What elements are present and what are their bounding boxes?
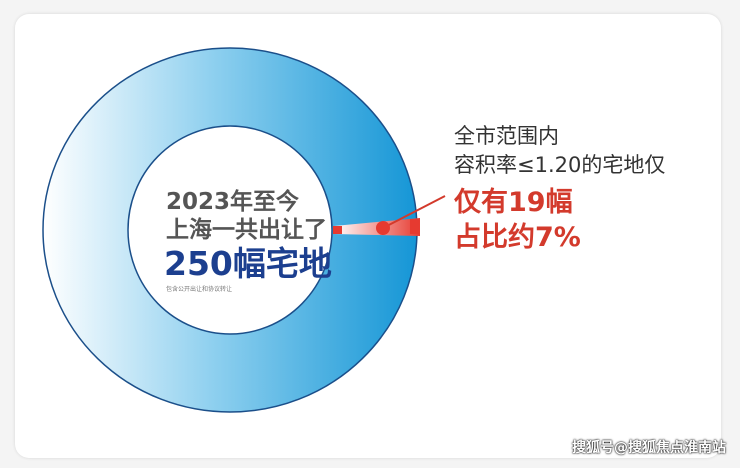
callout-dot (376, 221, 390, 235)
callout-percent: 占比约7% (454, 222, 581, 253)
segment-marker-inner (333, 226, 342, 234)
callout-line (382, 195, 446, 229)
callout-line-2: 容积率≤1.20的宅地仅 (454, 153, 666, 177)
segment-marker-outer (410, 219, 419, 234)
callout-count: 仅有19幅 (454, 187, 573, 218)
center-line-2: 上海一共出让了 (166, 217, 327, 243)
center-line-1: 2023年至今 (166, 189, 300, 215)
center-note: 包含公开出让和协议转让 (166, 286, 233, 293)
callout-line-1: 全市范围内 (454, 124, 559, 148)
center-headline: 250幅宅地 (164, 244, 332, 283)
donut-ring (42, 47, 418, 413)
watermark: 搜狐号@搜狐焦点淮南站 (572, 440, 726, 456)
